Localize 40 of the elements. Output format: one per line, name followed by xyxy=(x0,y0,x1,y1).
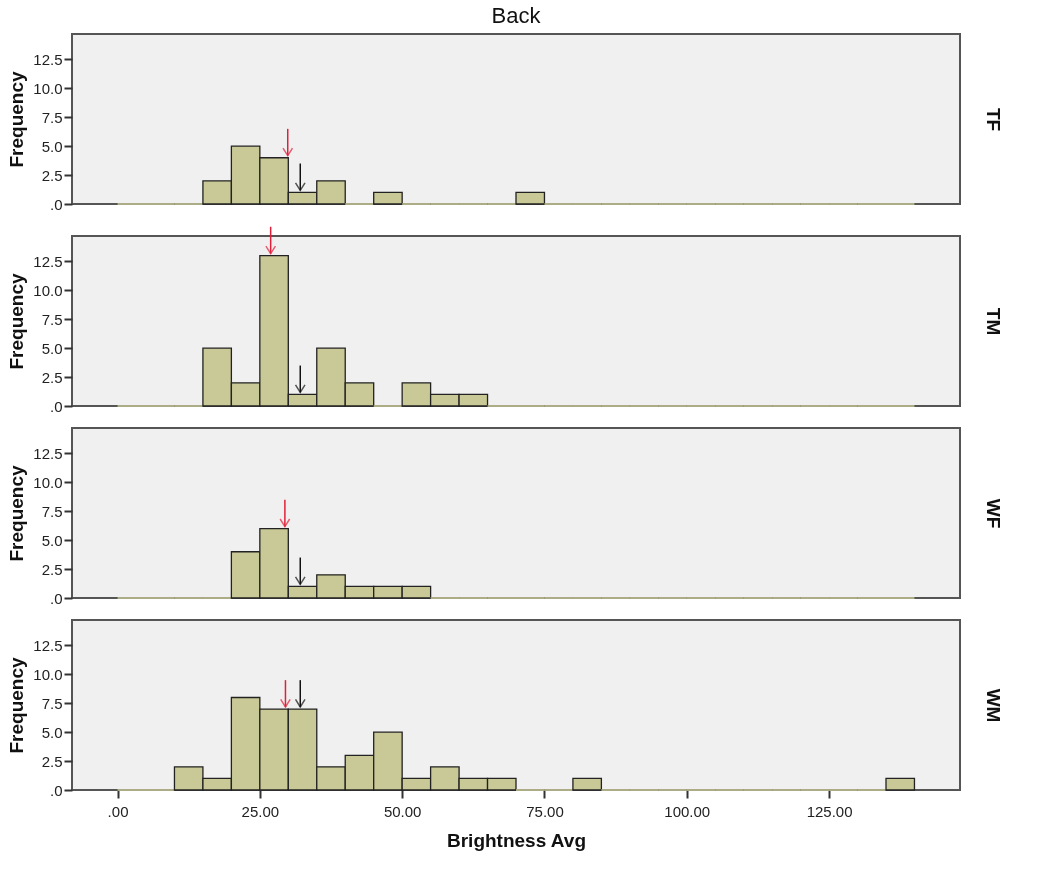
x-tick-label: .00 xyxy=(107,802,129,820)
y-axis-title: Frequency xyxy=(6,657,28,754)
y-axis-title: Frequency xyxy=(6,465,28,562)
chart-title: Back xyxy=(491,3,542,28)
x-tick-label: 75.00 xyxy=(526,802,564,820)
y2-axis-title: TM xyxy=(982,307,1004,336)
y-tick-label: .0 xyxy=(49,195,63,213)
y-tick-label: .0 xyxy=(49,589,63,607)
y-tick-label: 2.5 xyxy=(41,166,63,184)
y-tick-label: 12.5 xyxy=(33,444,63,462)
x-tick-label: 25.00 xyxy=(241,802,280,820)
y-tick-label: 12.5 xyxy=(33,636,63,654)
y-tick-label: 5.0 xyxy=(41,137,63,155)
y-tick-label: 12.5 xyxy=(33,252,63,270)
x-axis-title: Brightness Avg xyxy=(446,829,587,851)
y-tick-label: 7.5 xyxy=(41,108,63,126)
y-axis-title: Frequency xyxy=(6,71,28,168)
y-tick-label: 10.0 xyxy=(33,79,63,97)
y-tick-label: 2.5 xyxy=(41,560,63,578)
y-tick-label: 2.5 xyxy=(41,752,63,770)
y-tick-label: .0 xyxy=(49,781,63,799)
x-tick-label: 50.00 xyxy=(383,802,422,820)
y2-axis-title: WM xyxy=(982,688,1004,723)
y-tick-label: 7.5 xyxy=(41,310,63,328)
y-tick-label: 10.0 xyxy=(33,281,63,299)
y-tick-label: .0 xyxy=(49,397,63,415)
y2-axis-title: WF xyxy=(982,498,1004,529)
y-tick-label: 5.0 xyxy=(41,339,63,357)
y-tick-label: 12.5 xyxy=(33,50,63,68)
y-tick-label: 5.0 xyxy=(41,723,63,741)
y-axis-title: Frequency xyxy=(6,273,28,370)
y-tick-label: 2.5 xyxy=(41,368,63,386)
y-tick-label: 5.0 xyxy=(41,531,63,549)
y-tick-label: 7.5 xyxy=(41,502,63,520)
y-tick-label: 10.0 xyxy=(33,473,63,491)
y-tick-label: 7.5 xyxy=(41,694,63,712)
x-tick-label: 100.00 xyxy=(664,802,711,820)
x-tick-label: 125.00 xyxy=(806,802,853,820)
y-tick-label: 10.0 xyxy=(33,665,63,683)
y2-axis-title: TF xyxy=(982,107,1004,132)
